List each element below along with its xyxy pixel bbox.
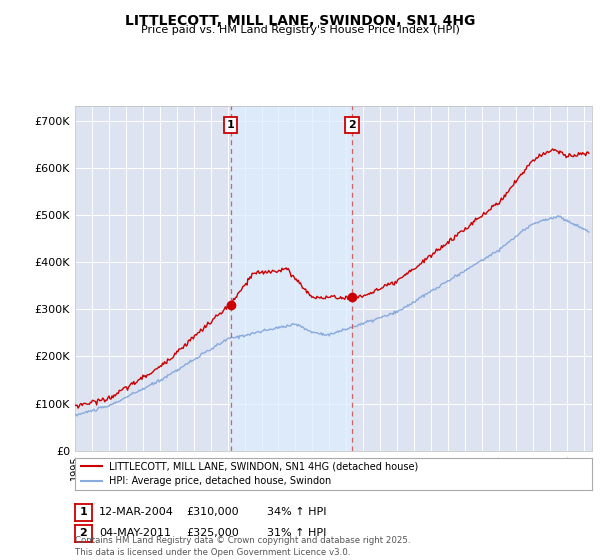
Text: 1: 1 (80, 507, 87, 517)
Text: 34% ↑ HPI: 34% ↑ HPI (267, 507, 326, 517)
Text: 2: 2 (80, 528, 87, 538)
Text: Price paid vs. HM Land Registry's House Price Index (HPI): Price paid vs. HM Land Registry's House … (140, 25, 460, 35)
Text: 12-MAR-2004: 12-MAR-2004 (99, 507, 174, 517)
Text: 31% ↑ HPI: 31% ↑ HPI (267, 528, 326, 538)
Text: LITTLECOTT, MILL LANE, SWINDON, SN1 4HG: LITTLECOTT, MILL LANE, SWINDON, SN1 4HG (125, 14, 475, 28)
Text: Contains HM Land Registry data © Crown copyright and database right 2025.
This d: Contains HM Land Registry data © Crown c… (75, 536, 410, 557)
Text: HPI: Average price, detached house, Swindon: HPI: Average price, detached house, Swin… (109, 476, 331, 486)
Text: LITTLECOTT, MILL LANE, SWINDON, SN1 4HG (detached house): LITTLECOTT, MILL LANE, SWINDON, SN1 4HG … (109, 461, 418, 472)
Text: 1: 1 (227, 120, 235, 130)
Text: £325,000: £325,000 (186, 528, 239, 538)
Text: 2: 2 (348, 120, 356, 130)
Bar (231, 106, 352, 451)
Text: 04-MAY-2011: 04-MAY-2011 (99, 528, 171, 538)
Text: £310,000: £310,000 (186, 507, 239, 517)
